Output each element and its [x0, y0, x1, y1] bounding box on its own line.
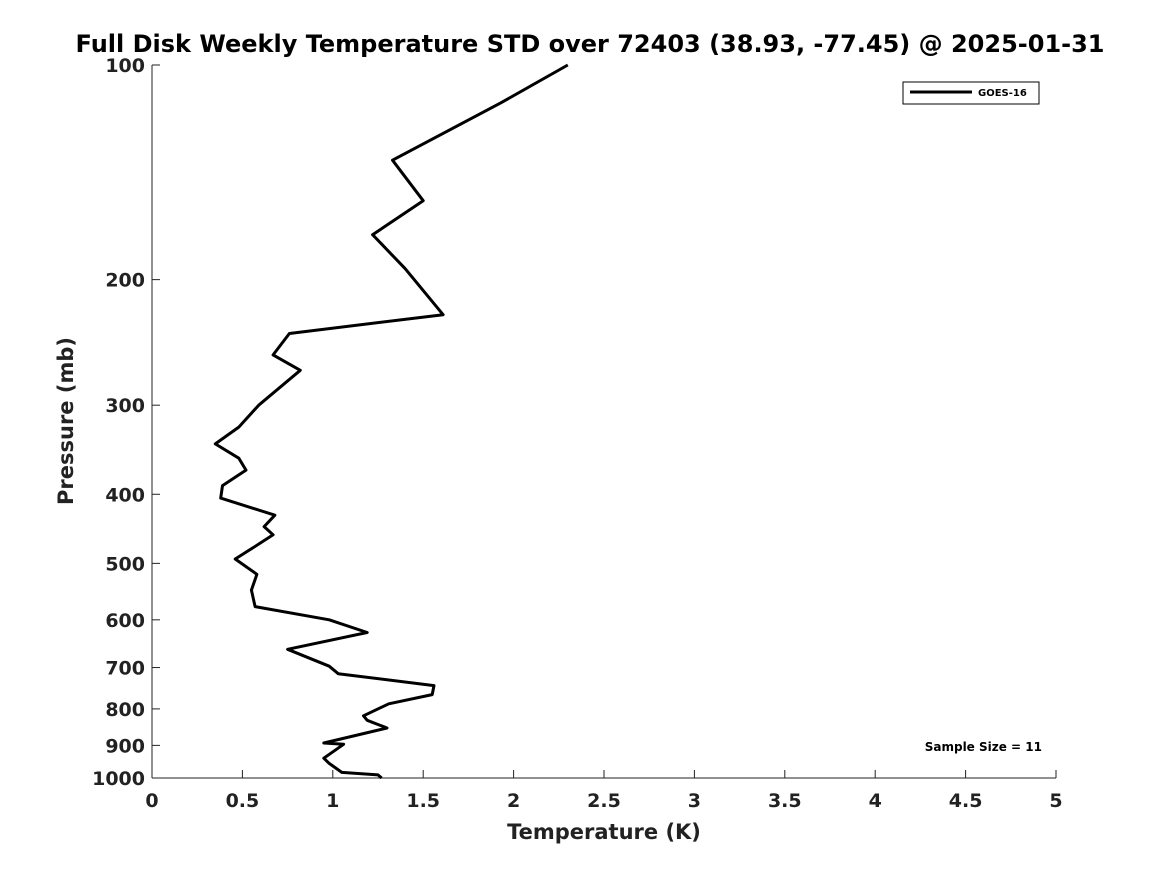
x-tick-label: 1.5	[406, 790, 440, 812]
x-tick-label: 4	[869, 790, 882, 812]
chart-title: Full Disk Weekly Temperature STD over 72…	[76, 30, 1105, 58]
legend-entry-goes-16: GOES-16	[978, 88, 1027, 99]
y-tick-label: 100	[105, 55, 145, 77]
y-tick-label: 600	[105, 610, 145, 632]
x-tick-label: 5	[1049, 790, 1062, 812]
legend: GOES-16	[902, 81, 1040, 105]
x-tick-label: 3	[688, 790, 701, 812]
sample-size-annotation: Sample Size = 11	[925, 740, 1042, 754]
y-tick-label: 700	[105, 658, 145, 680]
y-tick-label: 300	[105, 395, 145, 417]
x-tick-label: 0	[145, 790, 158, 812]
y-tick-label: 900	[105, 735, 145, 757]
x-tick-label: 2	[507, 790, 520, 812]
y-axis-ticks: 100 200 300 400 500 600 700 800 900 1000	[92, 55, 160, 790]
x-axis-label: Temperature (K)	[507, 820, 701, 844]
x-axis-ticks: 0 0.5 1 1.5 2 2.5 3 3.5 4 4.5 5	[145, 770, 1063, 812]
y-axis-label: Pressure (mb)	[54, 337, 78, 505]
y-tick-label: 500	[105, 553, 145, 575]
y-tick-label: 400	[105, 484, 145, 506]
y-tick-label: 800	[105, 699, 145, 721]
x-tick-label: 2.5	[587, 790, 621, 812]
y-tick-label: 200	[105, 270, 145, 292]
series-layer	[213, 63, 569, 780]
y-tick-label: 1000	[92, 768, 145, 790]
x-tick-label: 4.5	[949, 790, 983, 812]
x-tick-label: 3.5	[768, 790, 802, 812]
plot-area	[152, 65, 1056, 778]
x-tick-label: 0.5	[226, 790, 260, 812]
x-tick-label: 1	[326, 790, 339, 812]
series-line-goes-16	[213, 63, 569, 780]
